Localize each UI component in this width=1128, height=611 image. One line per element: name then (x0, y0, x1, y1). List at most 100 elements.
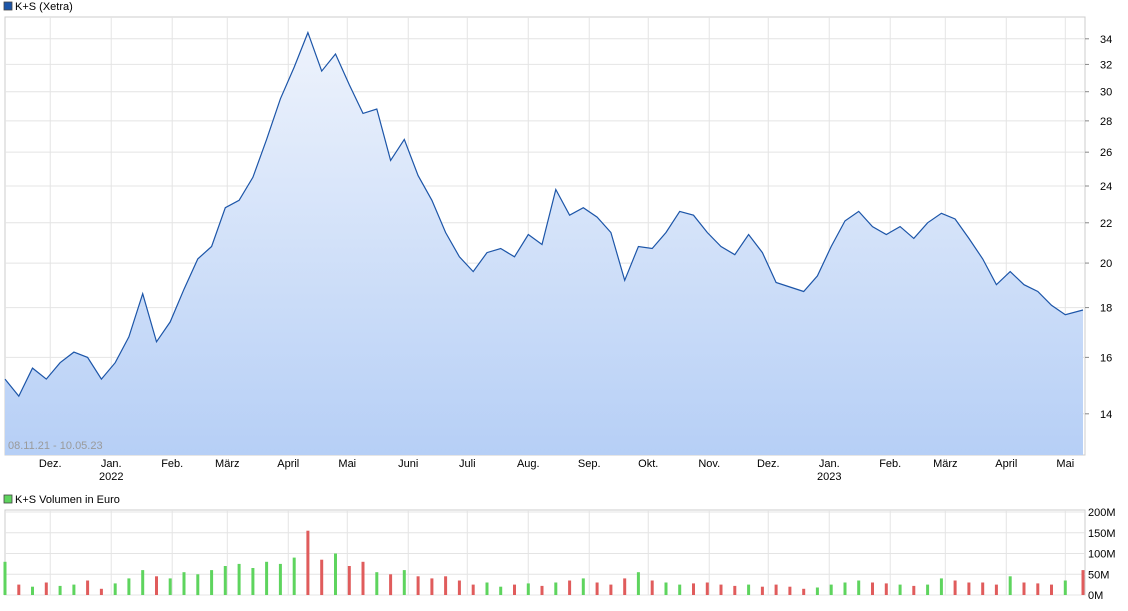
volume-bar (251, 568, 255, 595)
x-tick-label: Dez. (757, 458, 780, 470)
volume-bar (664, 582, 668, 595)
volume-bar (802, 588, 806, 595)
y-tick-label: 32 (1100, 59, 1112, 71)
volume-legend-label: K+S Volumen in Euro (15, 494, 120, 506)
volume-bar (747, 584, 751, 595)
volume-bar (86, 580, 90, 595)
volume-bar (334, 553, 337, 595)
volume-bar (389, 574, 393, 596)
volume-y-tick-label: 50M (1088, 569, 1109, 581)
x-year-label: 2023 (817, 471, 841, 483)
volume-bar (1022, 582, 1026, 595)
volume-bar (265, 561, 269, 595)
volume-bar (292, 557, 296, 595)
volume-bar (1036, 583, 1040, 595)
volume-bar (733, 585, 737, 595)
price-x-axis: Dez. Jan. Feb. März April Mai Juni Juli Aug. Sep.… (39, 458, 1074, 483)
volume-bar (375, 572, 379, 595)
volume-bar (1050, 584, 1053, 595)
x-tick-label: Juli (459, 458, 476, 470)
volume-bar (595, 582, 599, 595)
volume-bar (155, 576, 158, 595)
volume-y-tick-label: 150M (1088, 528, 1116, 540)
volume-bar (857, 580, 861, 595)
volume-bar (719, 584, 723, 595)
x-tick-label: Jan. (101, 458, 122, 470)
volume-bar (774, 584, 778, 595)
volume-bar (31, 586, 34, 595)
volume-bar (182, 572, 186, 595)
price-legend-swatch (3, 1, 13, 11)
volume-bar (430, 578, 434, 595)
x-tick-label: Nov. (698, 458, 720, 470)
volume-bar (168, 578, 172, 595)
volume-bar (471, 584, 475, 595)
volume-bar (58, 585, 62, 595)
volume-legend-swatch (3, 494, 13, 504)
volume-bar (623, 578, 627, 595)
y-tick-label: 30 (1100, 87, 1112, 99)
y-tick-label: 28 (1100, 116, 1112, 128)
volume-bar (912, 585, 916, 595)
volume-bar (540, 585, 544, 595)
volume-bar (981, 582, 985, 595)
price-line (4, 30, 1084, 398)
volume-bar (306, 530, 310, 595)
volume-bar (1081, 570, 1085, 595)
volume-bar (361, 561, 365, 595)
volume-bar (223, 566, 227, 595)
price-legend-label: K+S (Xetra) (15, 1, 73, 13)
volume-bar (953, 580, 957, 595)
y-tick-label: 26 (1100, 147, 1112, 159)
volume-bar (650, 580, 654, 595)
volume-bar (3, 561, 7, 595)
volume-bar (581, 578, 585, 595)
volume-bar (44, 582, 48, 595)
x-tick-label: März (933, 458, 957, 470)
volume-bar (829, 584, 833, 595)
volume-bars (3, 530, 1085, 596)
x-tick-label: Sep. (578, 458, 601, 470)
volume-bar (678, 584, 682, 595)
x-tick-label: Okt. (638, 458, 658, 470)
volume-bar (99, 588, 103, 595)
volume-y-tick-label: 100M (1088, 549, 1116, 561)
x-tick-label: April (277, 458, 299, 470)
volume-bar (127, 578, 131, 595)
y-tick-label: 34 (1100, 34, 1112, 46)
volume-bar (513, 584, 516, 595)
x-tick-label: März (215, 458, 239, 470)
volume-bar (692, 583, 695, 595)
volume-bar (237, 563, 241, 595)
volume-bar (554, 582, 558, 595)
volume-bar (994, 584, 998, 595)
volume-plot-frame (4, 509, 1086, 596)
volume-bar (196, 574, 200, 596)
x-tick-label: Feb. (879, 458, 901, 470)
volume-bar (485, 582, 489, 595)
volume-bar (499, 586, 503, 595)
volume-bar (402, 570, 406, 595)
volume-bar (815, 587, 819, 595)
y-tick-label: 24 (1100, 181, 1112, 193)
x-tick-label: Dez. (39, 458, 62, 470)
date-range-label: 08.11.21 - 10.05.23 (8, 440, 103, 452)
volume-bar (609, 584, 613, 595)
volume-bar (347, 566, 351, 595)
volume-bar (760, 586, 764, 595)
volume-bar (1063, 580, 1067, 595)
volume-bar (967, 582, 971, 595)
volume-bar (210, 570, 214, 595)
volume-bar (636, 572, 640, 595)
volume-bar (871, 582, 874, 595)
price-y-axis: 14 16 18 20 22 24 26 28 30 32 34 (1085, 34, 1112, 421)
volume-bar (843, 582, 847, 595)
volume-bar (17, 584, 21, 595)
volume-bar (568, 580, 572, 595)
volume-bar (926, 584, 930, 595)
x-tick-label: Jan. (819, 458, 840, 470)
x-tick-label: Mai (338, 458, 356, 470)
volume-bar (113, 583, 117, 595)
